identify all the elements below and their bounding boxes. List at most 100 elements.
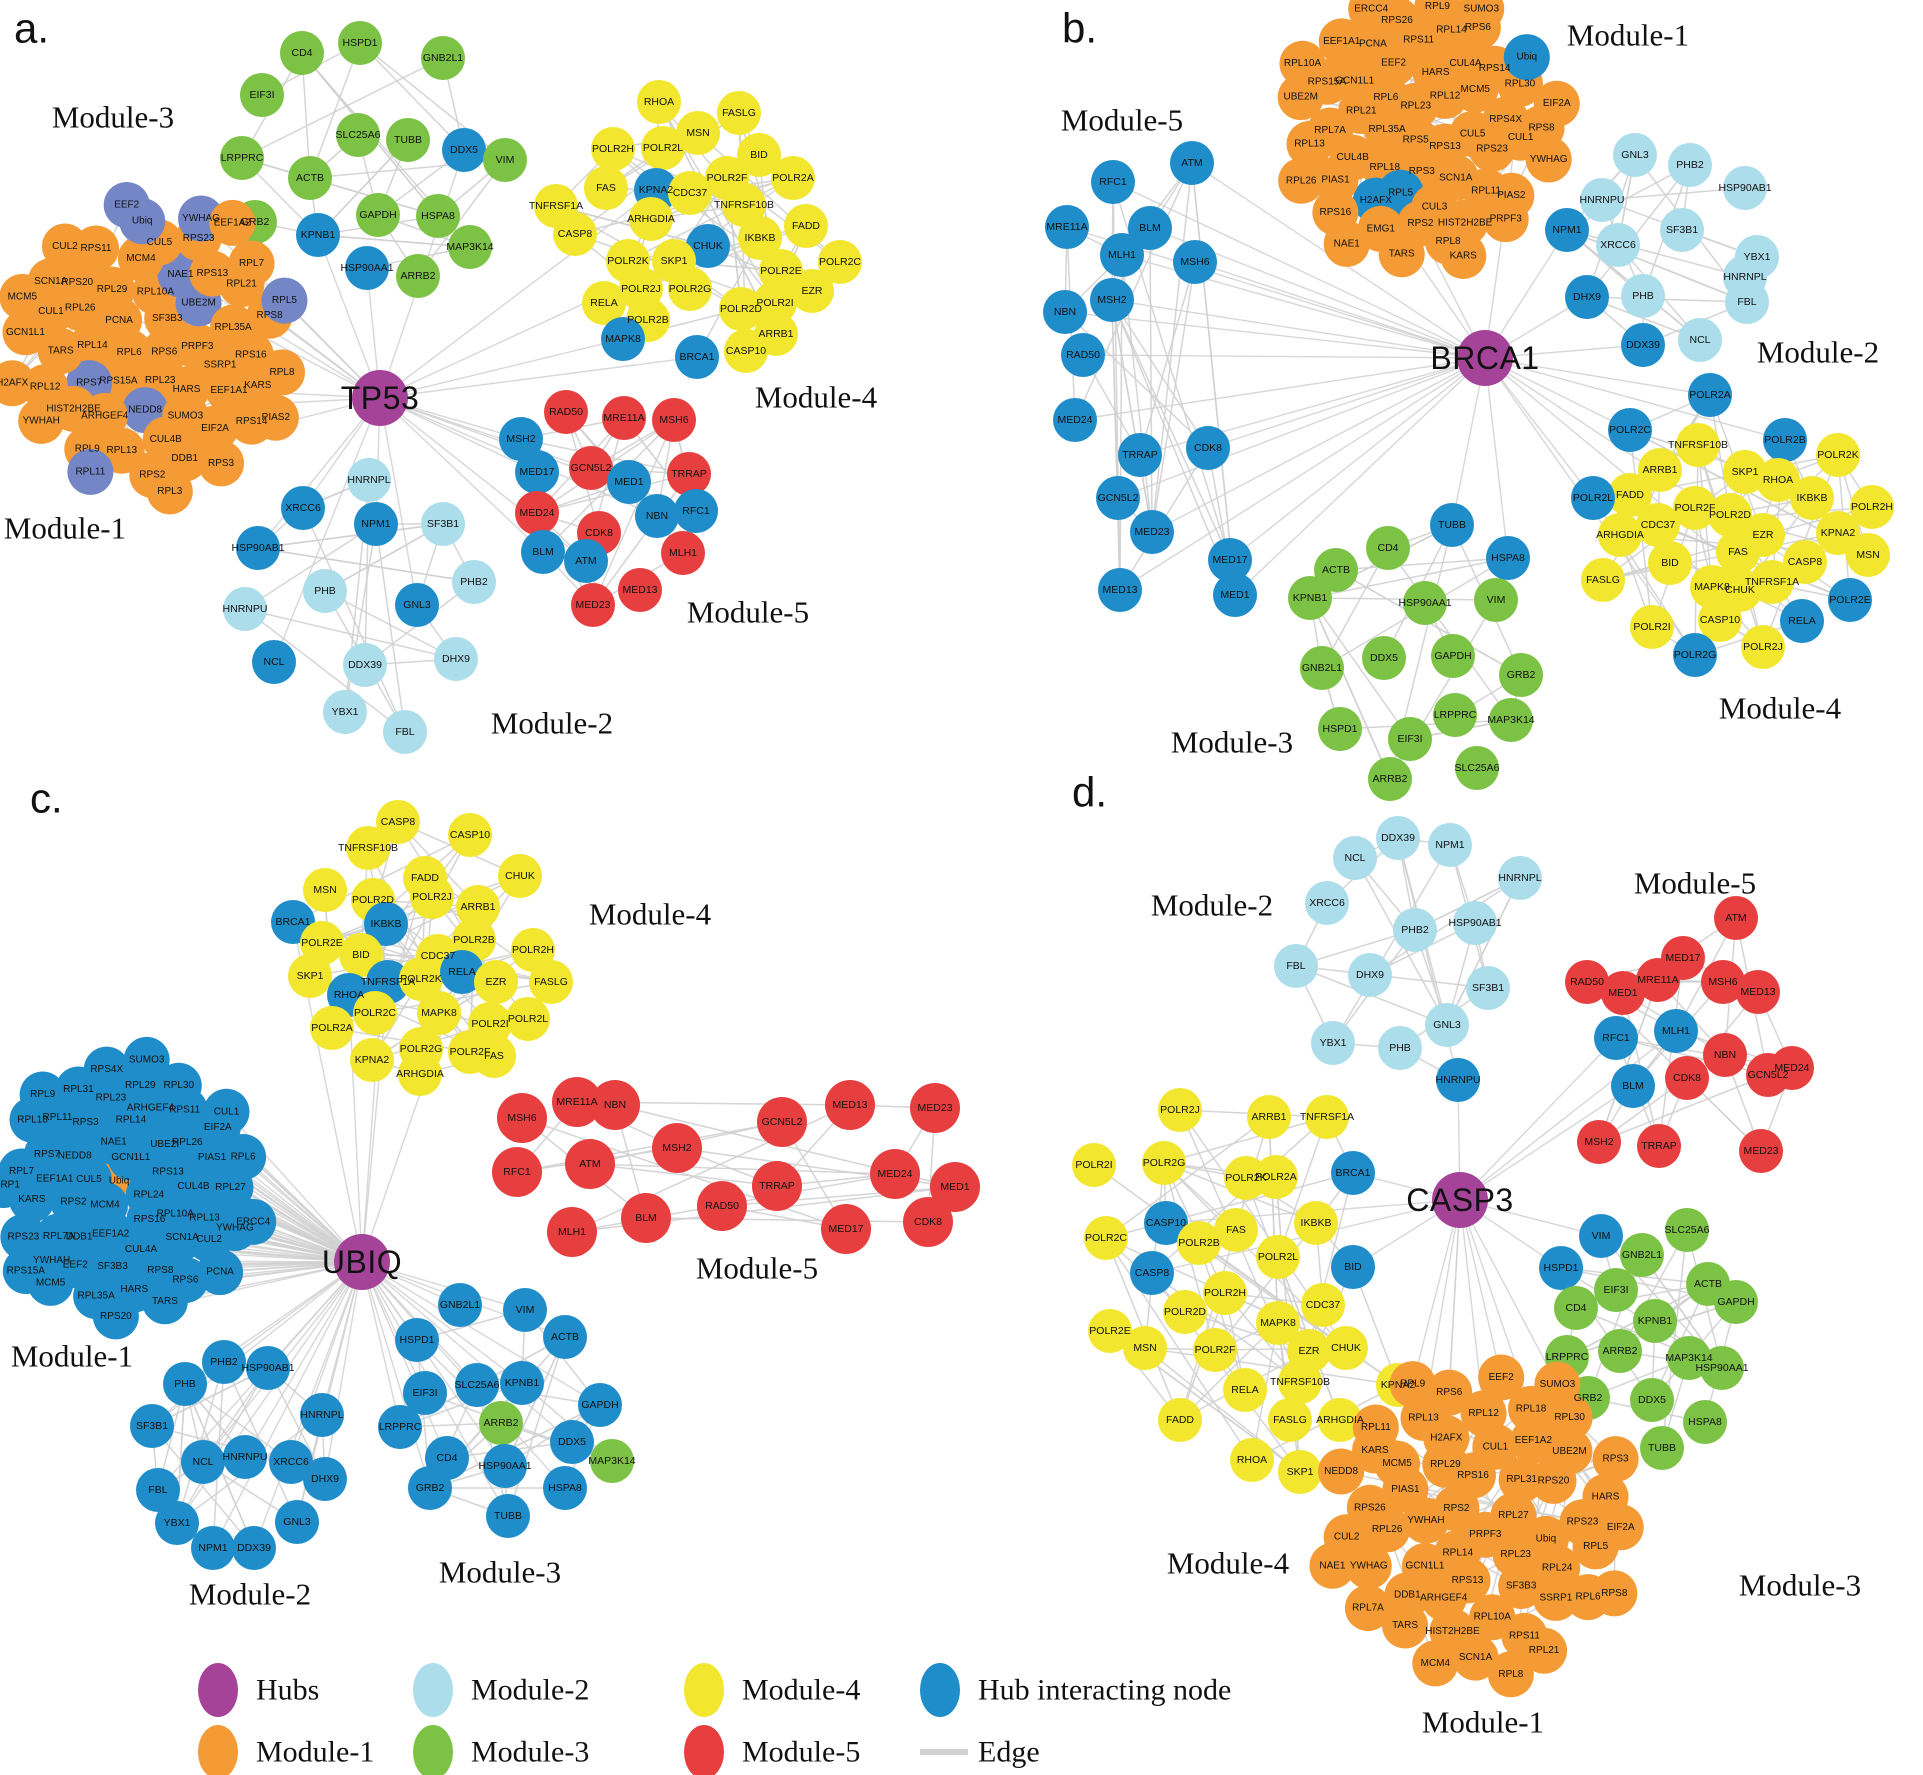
node-FBL[interactable] bbox=[1725, 280, 1769, 324]
node-POLR2G[interactable] bbox=[668, 267, 712, 311]
node-RPL3[interactable] bbox=[146, 468, 193, 515]
node-BLM[interactable] bbox=[1611, 1064, 1655, 1108]
node-ARRB2[interactable] bbox=[1368, 757, 1412, 801]
node-CD4[interactable] bbox=[280, 31, 324, 75]
node-SLC25A6[interactable] bbox=[336, 113, 380, 157]
node-KPNB1[interactable] bbox=[500, 1361, 544, 1405]
node-RPL11[interactable] bbox=[1352, 1404, 1399, 1451]
node-BID[interactable] bbox=[737, 133, 781, 177]
node-ATM[interactable] bbox=[564, 539, 608, 583]
node-TRRAP[interactable] bbox=[1118, 433, 1162, 477]
node-ARHGDIA[interactable] bbox=[398, 1052, 442, 1096]
node-MED24[interactable] bbox=[1053, 398, 1097, 442]
node-DHX9[interactable] bbox=[434, 637, 478, 681]
node-PIAS2[interactable] bbox=[252, 394, 299, 441]
node-EIF3I[interactable] bbox=[403, 1371, 447, 1415]
node-BRCA1[interactable] bbox=[675, 335, 719, 379]
node-FBL[interactable] bbox=[136, 1468, 180, 1512]
node-TRRAP[interactable] bbox=[1637, 1124, 1681, 1168]
node-POLR2G[interactable] bbox=[1673, 633, 1717, 677]
node-ACTB[interactable] bbox=[288, 156, 332, 200]
node-MLH1[interactable] bbox=[1654, 1009, 1698, 1053]
node-RELA[interactable] bbox=[440, 950, 484, 994]
node-IKBKB[interactable] bbox=[1790, 476, 1834, 520]
node-FASLG[interactable] bbox=[529, 960, 573, 1004]
node-TNFRSF10B[interactable] bbox=[722, 183, 766, 227]
node-TUBB[interactable] bbox=[1640, 1426, 1684, 1470]
node-FASLG[interactable] bbox=[717, 91, 761, 135]
node-FASLG[interactable] bbox=[1268, 1398, 1312, 1442]
node-POLR2L[interactable] bbox=[1571, 476, 1615, 520]
node-KPNB1[interactable] bbox=[296, 213, 340, 257]
node-BID[interactable] bbox=[1331, 1245, 1375, 1289]
node-SUMO3[interactable] bbox=[123, 1036, 170, 1083]
node-TARS[interactable] bbox=[1382, 1602, 1429, 1649]
node-MSH2[interactable] bbox=[652, 1123, 702, 1173]
node-CDK8[interactable] bbox=[903, 1197, 953, 1247]
node-RPL9[interactable] bbox=[1389, 1361, 1436, 1408]
node-EIF3I[interactable] bbox=[1594, 1268, 1638, 1312]
node-MED17[interactable] bbox=[1208, 538, 1252, 582]
node-DHX9[interactable] bbox=[1348, 953, 1392, 997]
node-RELA[interactable] bbox=[1223, 1368, 1267, 1412]
node-TUBB[interactable] bbox=[386, 118, 430, 162]
node-GRB2[interactable] bbox=[1499, 653, 1543, 697]
node-MED23[interactable] bbox=[1739, 1129, 1783, 1173]
node-VIM[interactable] bbox=[503, 1288, 547, 1332]
node-GNB2L1[interactable] bbox=[1620, 1233, 1664, 1277]
node-SUMO3[interactable] bbox=[1458, 0, 1505, 32]
node-GCN5L2[interactable] bbox=[569, 446, 613, 490]
node-MAPK8[interactable] bbox=[417, 991, 461, 1035]
node-MED1[interactable] bbox=[607, 460, 651, 504]
node-MRE11A[interactable] bbox=[1636, 958, 1680, 1002]
node-CHUK[interactable] bbox=[686, 224, 730, 268]
node-FASLG[interactable] bbox=[1581, 558, 1625, 602]
node-RPL6[interactable] bbox=[220, 1133, 267, 1180]
node-RAD50[interactable] bbox=[1565, 960, 1609, 1004]
node-MLH1[interactable] bbox=[1100, 233, 1144, 277]
node-TNFRSF10B[interactable] bbox=[1676, 423, 1720, 467]
node-GNB2L1[interactable] bbox=[1300, 646, 1344, 690]
node-EIF2A[interactable] bbox=[192, 405, 239, 452]
node-EEF1A1[interactable] bbox=[1318, 18, 1365, 65]
node-EZR[interactable] bbox=[790, 269, 834, 313]
node-CASP10[interactable] bbox=[724, 329, 768, 373]
node-HNRNPL[interactable] bbox=[300, 1393, 344, 1437]
node-POLR2A[interactable] bbox=[1254, 1155, 1298, 1199]
node-POLR2A[interactable] bbox=[310, 1006, 354, 1050]
node-RPS3[interactable] bbox=[198, 440, 245, 487]
node-EIF3I[interactable] bbox=[240, 73, 284, 117]
node-RPL9[interactable] bbox=[19, 1071, 66, 1118]
node-NCL[interactable] bbox=[1333, 836, 1377, 880]
node-TUBB[interactable] bbox=[1430, 503, 1474, 547]
node-MED13[interactable] bbox=[1098, 568, 1142, 612]
node-MSH2[interactable] bbox=[1090, 278, 1134, 322]
node-RPS23[interactable] bbox=[0, 1214, 47, 1261]
node-MAPK8[interactable] bbox=[601, 317, 645, 361]
node-MSH2[interactable] bbox=[1577, 1120, 1621, 1164]
node-GCN1L1[interactable] bbox=[2, 309, 49, 356]
node-POLR2H[interactable] bbox=[591, 127, 635, 171]
node-RAD50[interactable] bbox=[697, 1181, 747, 1231]
node-POLR2L[interactable] bbox=[1256, 1235, 1300, 1279]
node-RPL8[interactable] bbox=[259, 349, 306, 396]
node-CHUK[interactable] bbox=[498, 854, 542, 898]
node-SKP1[interactable] bbox=[288, 954, 332, 998]
node-H2AFX[interactable] bbox=[0, 360, 36, 407]
node-RPL8[interactable] bbox=[1487, 1651, 1534, 1698]
node-NBN[interactable] bbox=[635, 494, 679, 538]
node-ARRB2[interactable] bbox=[479, 1401, 523, 1445]
node-SF3B1[interactable] bbox=[1660, 208, 1704, 252]
node-SLC25A6[interactable] bbox=[1455, 746, 1499, 790]
node-HNRNPL[interactable] bbox=[347, 458, 391, 502]
node-VIM[interactable] bbox=[1579, 1214, 1623, 1258]
node-HSPD1[interactable] bbox=[1539, 1246, 1583, 1290]
node-POLR2B[interactable] bbox=[1763, 418, 1807, 462]
node-POLR2K[interactable] bbox=[1816, 433, 1860, 477]
node-RPS6[interactable] bbox=[1426, 1369, 1473, 1416]
node-RHOA[interactable] bbox=[637, 80, 681, 124]
node-DHX9[interactable] bbox=[303, 1457, 347, 1501]
node-NAE1[interactable] bbox=[1323, 220, 1370, 267]
node-RPS8[interactable] bbox=[1591, 1570, 1638, 1617]
node-HSP90AA1[interactable] bbox=[345, 246, 389, 290]
